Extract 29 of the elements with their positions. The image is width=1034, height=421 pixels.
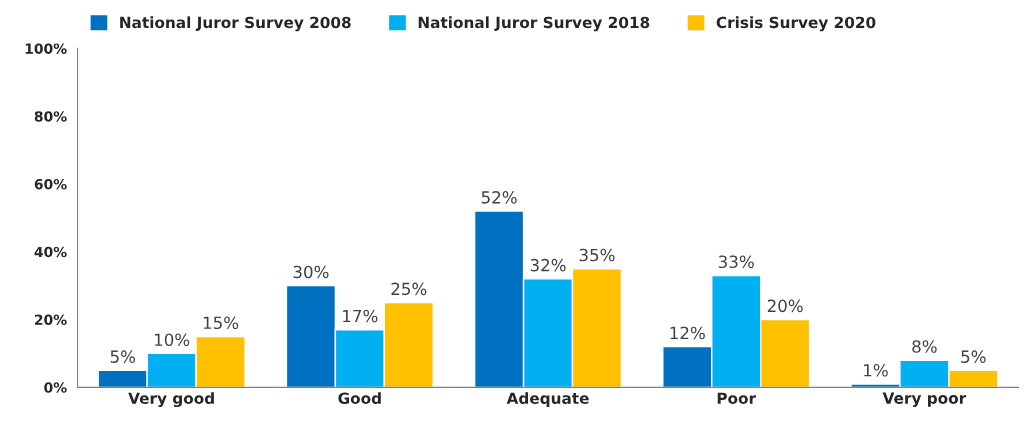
y-tick-label: 0% xyxy=(44,382,67,393)
data-label: 52% xyxy=(481,191,517,204)
data-label: 15% xyxy=(203,316,239,330)
data-label: 17% xyxy=(343,309,378,323)
data-label: 8% xyxy=(912,340,937,353)
y-tick-label: 40% xyxy=(34,246,67,258)
x-tick-label: Good xyxy=(338,392,381,405)
data-label: 30% xyxy=(293,265,329,279)
data-label: 32% xyxy=(530,258,566,272)
legend-label: National Juror Survey 2008 xyxy=(120,16,351,32)
x-tick-label: Poor xyxy=(717,392,757,405)
y-tick-label: 100% xyxy=(25,43,67,54)
data-label: 25% xyxy=(391,282,427,296)
data-label: 1% xyxy=(864,363,888,377)
legend-label: Crisis Survey 2020 xyxy=(716,16,876,32)
x-tick-label: Adequate xyxy=(506,392,589,407)
y-tick-label: 20% xyxy=(34,314,67,326)
data-label: 20% xyxy=(767,299,803,313)
x-tick-label: Very good xyxy=(128,392,214,408)
data-label: 35% xyxy=(579,248,615,262)
data-label: 5% xyxy=(110,350,136,363)
data-label: 10% xyxy=(154,333,190,347)
y-tick-label: 60% xyxy=(34,178,67,190)
y-tick-label: 80% xyxy=(34,111,67,122)
data-label: 12% xyxy=(670,326,705,340)
data-label: 5% xyxy=(961,350,986,363)
data-label: 33% xyxy=(718,255,754,269)
legend-label: National Juror Survey 2018 xyxy=(418,16,650,32)
x-tick-label: Very poor xyxy=(882,392,967,407)
